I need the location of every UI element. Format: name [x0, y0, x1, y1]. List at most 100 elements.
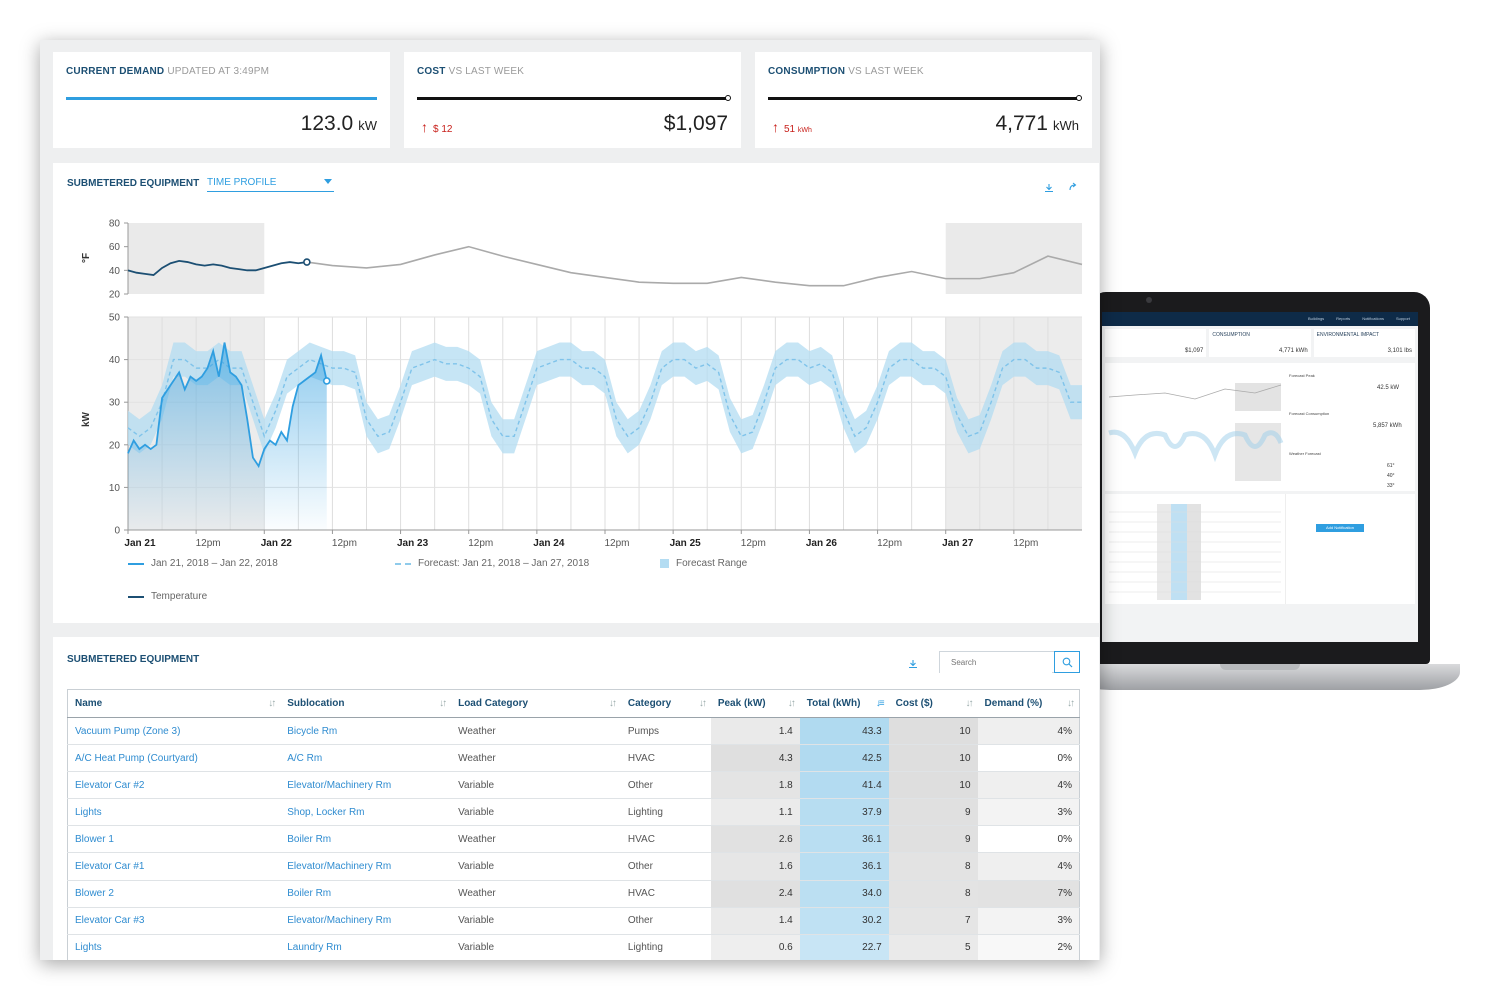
search-box — [939, 651, 1080, 673]
cell-name[interactable]: Elevator Car #3 — [67, 907, 281, 935]
column-header-load-category[interactable]: Load Category ↓↑ — [451, 689, 621, 718]
cell-cost: 8 — [888, 880, 978, 908]
x-tick-label: 12pm — [332, 538, 357, 549]
laptop-temp: 33° — [1387, 483, 1395, 489]
sort-icon[interactable]: ↓↑ — [787, 698, 796, 709]
table-row[interactable]: Elevator Car #1 Elevator/Machinery Rm Vari… — [67, 852, 1080, 881]
laptop-nav-item: Notifications — [1362, 316, 1384, 321]
download-icon[interactable] — [906, 657, 920, 671]
cell-sublocation[interactable]: Boiler Rm — [280, 880, 452, 908]
column-header-peak[interactable]: Peak (kW) ↓↑ — [710, 689, 800, 718]
sort-icon[interactable]: ↓↑ — [268, 698, 276, 709]
cell-name[interactable]: Lights — [67, 798, 281, 827]
cell-name[interactable]: Vacuum Pump (Zone 3) — [67, 717, 281, 746]
search-input[interactable] — [940, 652, 1052, 673]
download-icon[interactable] — [1042, 181, 1056, 195]
cell-sublocation[interactable]: Boiler Rm — [280, 825, 452, 854]
time-profile-select[interactable]: TIME PROFILE — [207, 177, 334, 192]
cell-total: 34.0 — [799, 880, 889, 908]
table-row[interactable]: Vacuum Pump (Zone 3) Bicycle Rm Weather Pum… — [67, 717, 1080, 746]
sort-icon[interactable]: ↓↑ — [439, 698, 447, 709]
cell-total: 41.4 — [799, 771, 889, 800]
cell-demand: 3% — [977, 907, 1080, 935]
demand-chart: 0 10 20 30 40 50 kW Jan 21 12pm Jan 22 12pm Jan 23 1… — [81, 313, 1082, 549]
x-tick-label: 12pm — [468, 538, 493, 549]
table-body: Vacuum Pump (Zone 3) Bicycle Rm Weather Pum… — [67, 717, 1080, 960]
y-tick-label: 80 — [109, 219, 121, 230]
table-row[interactable]: A/C Heat Pump (Courtyard) A/C Rm Weather HV… — [67, 744, 1080, 773]
cell-sublocation[interactable]: Shop, Locker Rm — [280, 798, 452, 827]
column-header-total[interactable]: Total (kWh) ↓≡ — [799, 689, 889, 718]
kpi-cost: COST VS LAST WEEK ↑ $ 12 $1,097 — [404, 52, 741, 148]
legend-swatch — [660, 559, 669, 568]
cell-demand: 2% — [977, 934, 1080, 960]
table-row[interactable]: Blower 2 Boiler Rm Weather HVAC 2.4 34.0 8 7% — [67, 880, 1080, 908]
sort-descending-icon[interactable]: ↓≡ — [875, 698, 885, 709]
sort-icon[interactable]: ↓↑ — [1067, 698, 1075, 709]
y-tick-label: 30 — [109, 398, 121, 409]
table-row[interactable]: Lights Shop, Locker Rm Variable Lighting 1.1… — [67, 798, 1080, 827]
y-tick-label: 20 — [109, 290, 121, 301]
kpi-progress-bar — [66, 97, 377, 100]
sort-icon[interactable]: ↓↑ — [698, 698, 707, 709]
cell-peak: 4.3 — [710, 744, 800, 773]
time-profile-chart: 20 40 60 80 °F 0 10 20 30 40 50 kW Jan 21 12pm Jan 22… — [81, 219, 1083, 549]
y-tick-label: 40 — [109, 355, 121, 366]
cell-load-category: Weather — [451, 717, 621, 746]
cell-demand: 4% — [977, 771, 1080, 800]
legend-item-forecast: Forecast: Jan 21, 2018 – Jan 27, 2018 — [395, 558, 589, 569]
cell-load-category: Variable — [451, 771, 621, 800]
x-tick-label: 12pm — [741, 538, 766, 549]
cell-category: Lighting — [620, 798, 711, 827]
table-row[interactable]: Blower 1 Boiler Rm Weather HVAC 2.6 36.1 9 0% — [67, 825, 1080, 854]
laptop-mini-chart: Forecast Peak 42.5 kW Forecast Consumpti… — [1108, 367, 1411, 489]
legend-item-actual: Jan 21, 2018 – Jan 22, 2018 — [128, 558, 278, 569]
column-header-category[interactable]: Category ↓↑ — [620, 689, 711, 718]
cell-name[interactable]: Elevator Car #1 — [67, 852, 281, 881]
arrow-up-icon: ↑ — [772, 119, 779, 135]
sort-icon[interactable]: ↓↑ — [965, 698, 974, 709]
table-row[interactable]: Elevator Car #3 Elevator/Machinery Rm Vari… — [67, 907, 1080, 935]
share-icon[interactable] — [1066, 180, 1080, 194]
column-header-name[interactable]: Name ↓↑ — [67, 689, 281, 718]
table-row[interactable]: Elevator Car #2 Elevator/Machinery Rm Vari… — [67, 771, 1080, 800]
laptop-mockup: Buildings Reports Notifications Support … — [1070, 292, 1460, 712]
laptop-mini-table — [1109, 504, 1281, 600]
cell-sublocation[interactable]: Elevator/Machinery Rm — [280, 852, 452, 881]
column-header-cost[interactable]: Cost ($) ↓↑ — [888, 689, 978, 718]
laptop-side-value: 5,857 kWh — [1373, 423, 1402, 429]
table-row[interactable]: Lights Laundry Rm Variable Lighting 0.6 22.7 5… — [67, 934, 1080, 960]
cell-name[interactable]: Blower 2 — [67, 880, 281, 908]
cell-demand: 3% — [977, 798, 1080, 827]
cell-sublocation[interactable]: Laundry Rm — [280, 934, 452, 960]
x-tick-label: 12pm — [604, 538, 629, 549]
cell-name[interactable]: A/C Heat Pump (Courtyard) — [67, 744, 281, 773]
weekend-shade — [945, 223, 1082, 294]
cell-sublocation[interactable]: Bicycle Rm — [280, 717, 452, 746]
search-button[interactable] — [1054, 651, 1080, 673]
cell-name[interactable]: Blower 1 — [67, 825, 281, 854]
laptop-screen: Buildings Reports Notifications Support … — [1102, 312, 1418, 642]
cell-name[interactable]: Elevator Car #2 — [67, 771, 281, 800]
forecast-range-band — [128, 342, 1082, 454]
laptop-side-label: Weather Forecast — [1289, 451, 1322, 456]
cell-category: Pumps — [620, 717, 711, 746]
laptop-kpi-card: CONSUMPTION 4,771 kWh — [1209, 329, 1311, 357]
cell-demand: 0% — [977, 744, 1080, 773]
cell-cost: 7 — [888, 907, 978, 935]
cell-sublocation[interactable]: A/C Rm — [280, 744, 452, 773]
cell-peak: 0.6 — [710, 934, 800, 960]
x-tick-label: Jan 22 — [261, 538, 293, 549]
cell-sublocation[interactable]: Elevator/Machinery Rm — [280, 907, 452, 935]
kpi-delta: ↑ 51 kWh — [772, 119, 812, 135]
cell-total: 42.5 — [799, 744, 889, 773]
column-header-demand[interactable]: Demand (%) ↓↑ — [977, 689, 1080, 718]
legend-item-forecast-range: Forecast Range — [660, 558, 747, 569]
cell-load-category: Weather — [451, 880, 621, 908]
column-header-sublocation[interactable]: Sublocation ↓↑ — [280, 689, 452, 718]
cell-sublocation[interactable]: Elevator/Machinery Rm — [280, 771, 452, 800]
sort-icon[interactable]: ↓↑ — [608, 698, 617, 709]
laptop-add-notification-button: Add Notification — [1316, 524, 1364, 532]
cell-name[interactable]: Lights — [67, 934, 281, 960]
cell-peak: 1.6 — [710, 852, 800, 881]
